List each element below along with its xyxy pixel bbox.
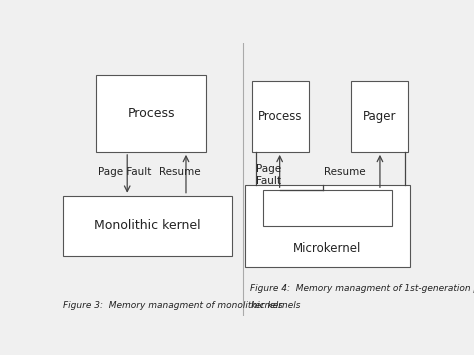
Text: Microkernel: Microkernel [293, 242, 362, 256]
Text: Monolithic kernel: Monolithic kernel [94, 219, 201, 232]
Text: kernels: kernels [250, 301, 283, 311]
Bar [263, 190, 392, 226]
Bar [63, 196, 232, 256]
Text: Page
Fault: Page Fault [256, 164, 281, 186]
Bar [245, 185, 410, 267]
Text: Resume: Resume [159, 168, 201, 178]
Bar [351, 81, 408, 152]
Text: Process: Process [128, 107, 175, 120]
Text: Pager: Pager [363, 110, 397, 123]
Text: Process: Process [258, 110, 303, 123]
Text: Figure 4:  Memory managment of 1st-generation μ-: Figure 4: Memory managment of 1st-genera… [250, 284, 474, 293]
Text: Page Fault: Page Fault [98, 168, 151, 178]
Bar [96, 75, 206, 152]
Bar [252, 81, 309, 152]
Text: Figure 3:  Memory managment of monolithic kernels: Figure 3: Memory managment of monolithic… [63, 301, 301, 311]
Text: Resume: Resume [324, 168, 365, 178]
